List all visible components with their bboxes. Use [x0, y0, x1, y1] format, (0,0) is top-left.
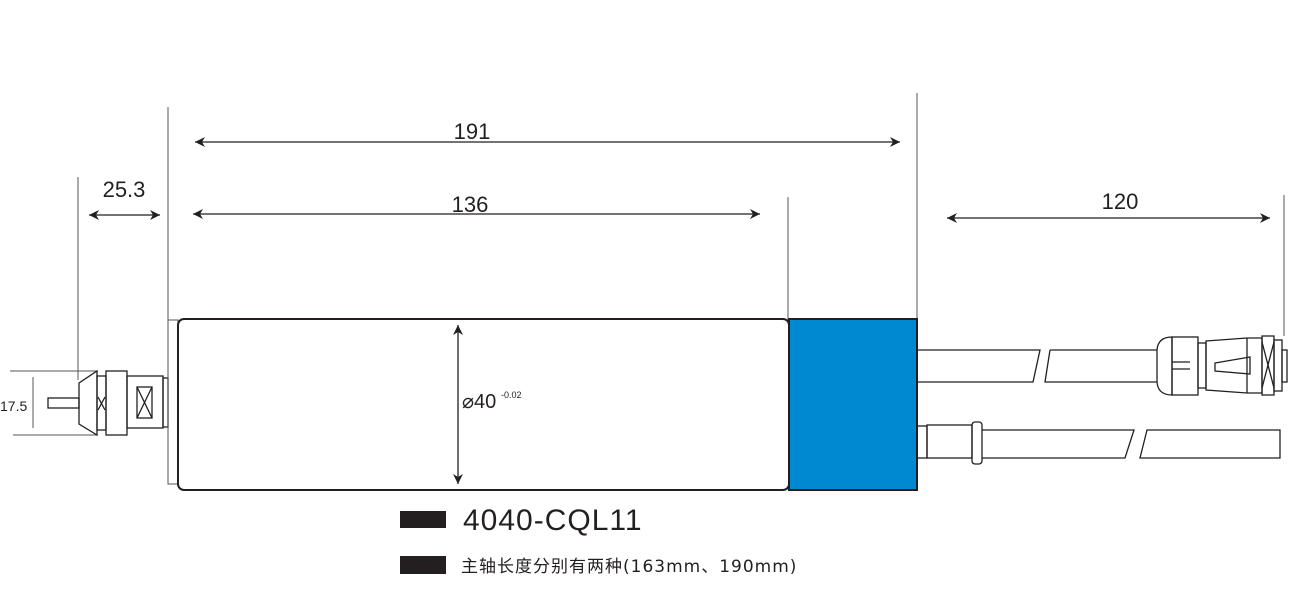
dimension-arrows: [89, 137, 1270, 484]
dim-body-length: 136: [452, 192, 489, 217]
dim-body-diameter: ⌀40: [462, 391, 496, 413]
front-connector: [47, 319, 179, 485]
note-bullet: [400, 556, 446, 574]
spindle-end-cap: [788, 318, 918, 491]
dim-overall-length: 191: [454, 119, 491, 144]
dim-shaft-diameter: 17.5: [0, 398, 27, 414]
extension-lines: [10, 93, 1285, 436]
note-label: 主轴长度分别有两种(163mm、190mm): [461, 557, 797, 577]
dim-cable-length: 120: [1102, 189, 1139, 214]
dim-diameter-tolerance: -0.02: [501, 390, 522, 400]
dim-connector-length: 25.3: [103, 177, 146, 202]
model-label: 4040-CQL11: [463, 504, 643, 537]
cables: [916, 335, 1288, 465]
model-bullet: [400, 511, 446, 528]
